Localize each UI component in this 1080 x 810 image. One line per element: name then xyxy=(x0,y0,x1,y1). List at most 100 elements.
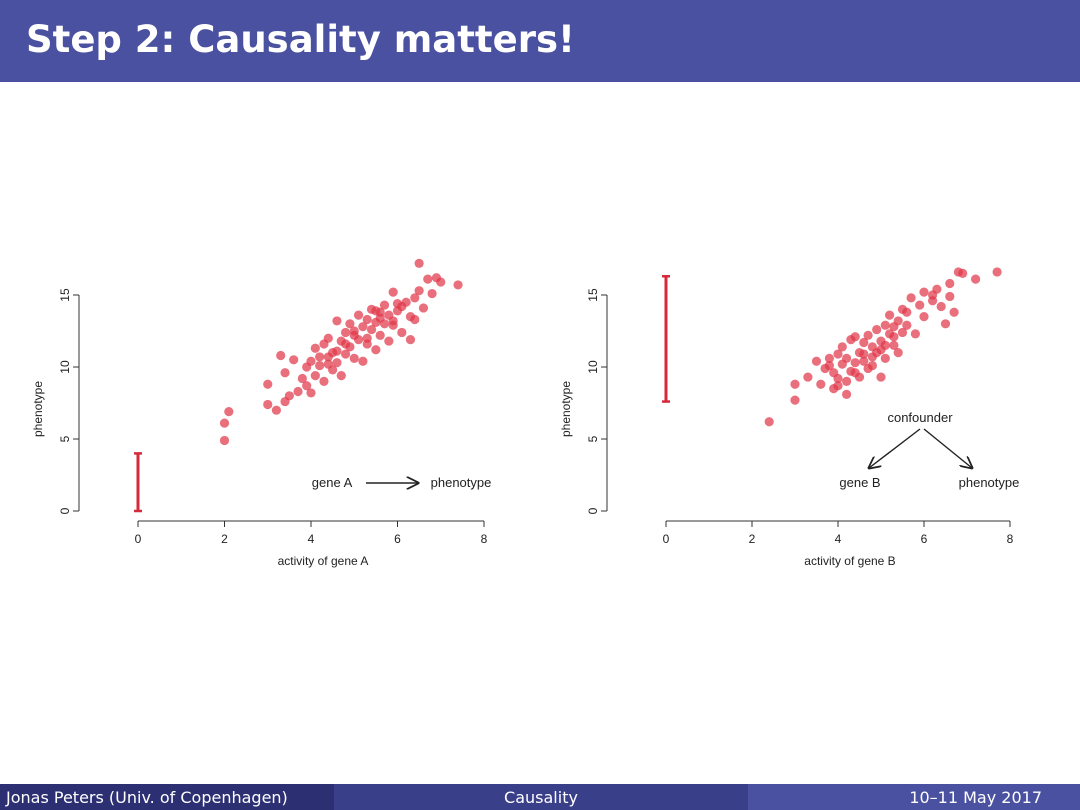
footer-author: Jonas Peters (Univ. of Copenhagen) xyxy=(0,784,334,810)
data-point xyxy=(353,335,364,345)
data-point xyxy=(816,379,826,389)
y-tick-label: 5 xyxy=(58,435,72,442)
x-tick-label: 0 xyxy=(135,532,142,546)
data-point xyxy=(410,293,420,303)
data-point xyxy=(414,258,424,268)
data-point xyxy=(803,372,813,382)
data-point xyxy=(289,355,299,365)
x-axis-label: activity of gene B xyxy=(804,554,895,568)
data-point xyxy=(349,353,359,363)
data-point xyxy=(341,327,351,338)
data-point xyxy=(880,353,890,363)
data-point xyxy=(271,405,281,415)
data-point xyxy=(992,267,1002,277)
data-point xyxy=(263,379,273,389)
data-point xyxy=(375,330,385,340)
data-point xyxy=(958,268,968,278)
data-point xyxy=(341,349,351,359)
data-point xyxy=(859,356,869,366)
annotation-gene-label: gene B xyxy=(839,475,880,490)
y-axis-label: phenotype xyxy=(559,381,573,437)
annotation-effect-label: phenotype xyxy=(431,475,492,490)
annotation-confounder-label: confounder xyxy=(887,410,953,425)
data-point xyxy=(919,287,929,297)
data-point xyxy=(388,287,398,297)
data-point xyxy=(897,327,908,338)
data-point xyxy=(219,418,230,428)
data-point xyxy=(872,324,882,335)
data-point xyxy=(315,360,325,371)
data-point xyxy=(876,372,886,382)
data-point xyxy=(341,339,351,349)
y-axis-label: phenotype xyxy=(31,381,45,437)
data-point xyxy=(410,314,420,325)
data-point xyxy=(889,332,899,342)
data-point xyxy=(971,274,981,284)
data-point xyxy=(842,389,852,399)
data-point xyxy=(219,435,230,446)
y-tick-label: 0 xyxy=(586,507,600,514)
data-point xyxy=(332,358,342,368)
footer-date: 10–11 May 2017 xyxy=(748,784,1080,810)
data-point xyxy=(910,329,921,339)
x-axis-label: activity of gene A xyxy=(278,554,369,568)
data-point xyxy=(414,286,424,296)
data-point xyxy=(345,319,355,329)
data-point xyxy=(388,316,398,326)
data-point xyxy=(332,316,342,326)
data-point xyxy=(276,350,286,361)
data-point xyxy=(336,371,346,381)
data-point xyxy=(280,368,290,378)
x-tick-label: 6 xyxy=(921,532,928,546)
data-point xyxy=(405,335,416,345)
data-point xyxy=(902,307,912,317)
data-point xyxy=(427,288,437,299)
data-point xyxy=(332,346,342,356)
arrow-to-phenotype xyxy=(923,428,972,468)
data-point xyxy=(945,278,955,289)
y-tick-label: 10 xyxy=(58,360,72,374)
data-point xyxy=(302,381,312,391)
data-point xyxy=(384,336,394,346)
data-point xyxy=(893,316,903,326)
data-point xyxy=(371,345,381,355)
data-point xyxy=(375,313,385,323)
y-tick-label: 0 xyxy=(58,507,72,514)
data-point xyxy=(436,277,446,287)
data-point xyxy=(859,349,869,359)
y-tick-label: 10 xyxy=(586,360,600,374)
data-point xyxy=(859,337,869,348)
data-point xyxy=(906,293,916,303)
footer: Jonas Peters (Univ. of Copenhagen) Causa… xyxy=(0,784,1080,810)
data-point xyxy=(850,332,860,342)
data-point xyxy=(837,342,847,352)
data-point xyxy=(349,326,359,336)
data-point xyxy=(811,356,822,366)
data-point xyxy=(297,373,307,384)
data-point xyxy=(889,340,899,350)
data-point xyxy=(371,306,381,316)
right-scatter-plot: 0 2 4 6 8 0 5 10 15 activity of gene B phenotype co… xyxy=(559,267,1019,568)
data-point xyxy=(893,348,903,358)
data-point xyxy=(418,303,429,313)
data-point xyxy=(358,356,368,366)
footer-talk-title: Causality xyxy=(334,784,748,810)
data-point xyxy=(366,324,377,335)
data-point xyxy=(833,373,843,384)
data-point xyxy=(293,386,303,397)
x-tick-label: 2 xyxy=(749,532,756,546)
data-point xyxy=(863,330,873,340)
data-point xyxy=(306,388,316,398)
x-tick-label: 4 xyxy=(308,532,315,546)
arrow-to-gene xyxy=(869,428,921,468)
data-point xyxy=(397,327,407,338)
data-point xyxy=(842,353,852,363)
data-point xyxy=(842,376,852,386)
x-tick-label: 0 xyxy=(663,532,670,546)
annotation-cause-label: gene A xyxy=(312,475,353,490)
data-point xyxy=(423,274,433,284)
data-point xyxy=(362,333,372,343)
data-point xyxy=(833,349,843,359)
data-point xyxy=(945,291,955,302)
data-point xyxy=(902,320,912,330)
